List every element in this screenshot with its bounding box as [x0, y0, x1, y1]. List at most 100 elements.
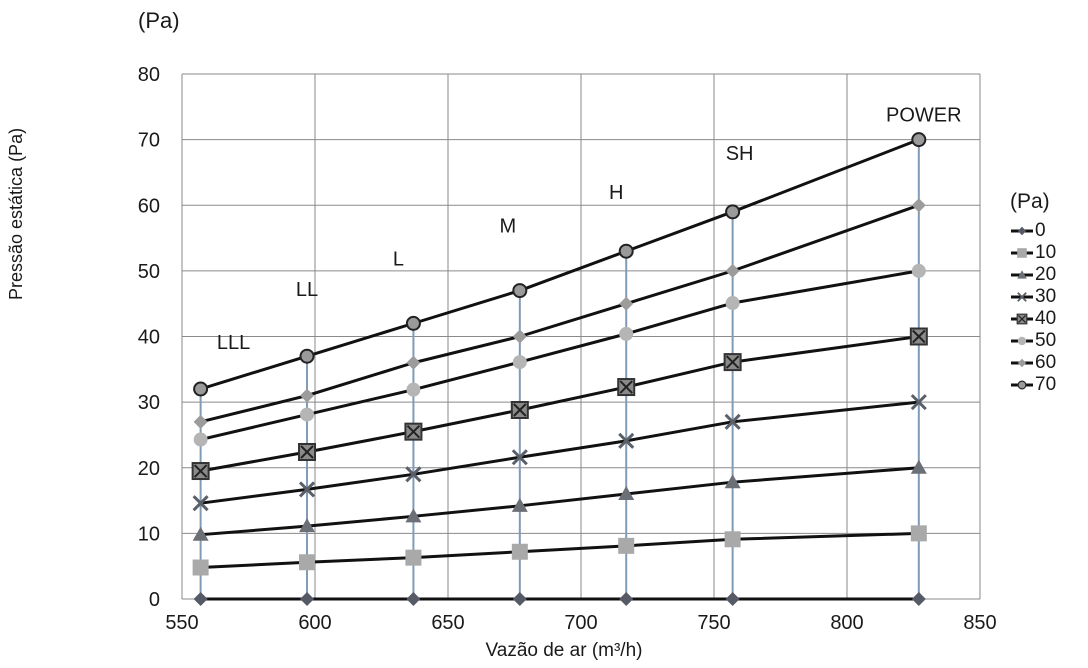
point-10	[618, 537, 635, 554]
x-tick-label: 600	[298, 612, 331, 634]
legend-marker	[1017, 270, 1027, 279]
x-tick-label: 700	[564, 612, 597, 634]
point-0	[725, 592, 740, 606]
point-40	[404, 422, 423, 441]
point-30	[910, 394, 927, 411]
legend-item: 60	[1010, 352, 1056, 374]
speed-label: SH	[726, 143, 754, 165]
x-tick-label: 800	[830, 612, 863, 634]
point-20	[910, 459, 927, 474]
legend-label: 30	[1035, 286, 1057, 307]
speed-label: LL	[296, 279, 318, 301]
point-50	[193, 432, 208, 447]
y-tick-label: 60	[138, 195, 160, 217]
point-50	[725, 296, 740, 311]
x-tick-label: 850	[963, 612, 996, 634]
legend-label: 10	[1035, 242, 1057, 263]
legend-item: 20	[1010, 264, 1056, 286]
point-70	[405, 315, 421, 331]
point-60	[193, 414, 208, 429]
x-tick-label: 750	[697, 612, 730, 634]
y-tick-label: 30	[138, 392, 160, 414]
point-40	[510, 401, 529, 419]
point-10	[724, 531, 741, 548]
point-60	[725, 263, 740, 278]
point-20	[299, 518, 316, 533]
point-40	[191, 462, 210, 481]
y-tick-label: 80	[138, 64, 160, 86]
legend-marker	[1017, 380, 1027, 390]
speed-label: LLL	[217, 332, 250, 354]
y-axis-label: Pressão estática (Pa)	[6, 127, 26, 300]
legend-item: 30	[1010, 286, 1056, 308]
point-70	[299, 348, 315, 364]
legend-swatch	[1011, 358, 1033, 368]
legend-swatch	[1011, 380, 1033, 390]
point-0	[406, 592, 421, 606]
x-axis-label: Vazão de ar (m³/h)	[485, 640, 643, 661]
legend-swatch	[1011, 292, 1033, 302]
legend-label: 50	[1035, 330, 1057, 351]
y-tick-label: 50	[138, 261, 160, 283]
x-tick-label: 550	[165, 612, 198, 634]
speed-label: H	[609, 182, 623, 204]
x-tick-label: 650	[431, 612, 464, 634]
point-20	[511, 497, 528, 512]
point-10	[299, 554, 316, 571]
point-60	[300, 388, 315, 403]
legend-swatch	[1011, 313, 1033, 325]
point-60	[512, 329, 527, 344]
series-line-60	[200, 203, 920, 424]
legend-marker	[1017, 358, 1027, 368]
legend-swatch	[1011, 248, 1033, 258]
point-30	[618, 432, 635, 449]
legend-item: 70	[1010, 374, 1056, 396]
point-70	[193, 381, 209, 397]
speed-label: M	[499, 216, 516, 238]
y-tick-label: 10	[138, 523, 160, 545]
point-60	[911, 198, 926, 213]
point-60	[619, 296, 634, 311]
point-50	[619, 326, 634, 341]
point-50	[406, 382, 421, 397]
legend-label: 60	[1035, 352, 1057, 373]
legend-swatch	[1011, 336, 1033, 346]
legend-item: 40	[1010, 308, 1056, 330]
legend-swatch	[1011, 270, 1033, 279]
legend-item: 10	[1010, 242, 1056, 264]
point-40	[723, 353, 742, 372]
point-60	[406, 355, 421, 370]
point-0	[193, 592, 208, 606]
legend-swatch	[1011, 226, 1033, 236]
point-10	[511, 543, 528, 560]
legend: (Pa) 0 10 20 30 40 50 60 70	[1010, 190, 1056, 396]
legend-item: 0	[1010, 220, 1056, 242]
legend-label: 70	[1035, 374, 1057, 395]
point-70	[618, 243, 634, 259]
legend-item: 50	[1010, 330, 1056, 352]
legend-marker	[1017, 336, 1027, 346]
point-40	[909, 327, 928, 346]
legend-label: 40	[1035, 308, 1057, 329]
speed-label: L	[393, 248, 404, 270]
legend-marker	[1017, 292, 1027, 302]
point-30	[724, 413, 741, 430]
point-40	[617, 378, 636, 397]
legend-label: 0	[1035, 220, 1046, 241]
point-20	[192, 526, 209, 541]
y-tick-label: 20	[138, 458, 160, 480]
point-30	[298, 481, 316, 498]
point-40	[298, 443, 317, 461]
grid	[181, 73, 981, 600]
point-0	[512, 592, 527, 606]
point-50	[300, 407, 315, 422]
point-10	[192, 559, 209, 576]
point-20	[405, 508, 422, 523]
point-20	[618, 486, 635, 500]
legend-label: 20	[1035, 264, 1057, 285]
y-tick-label: 40	[138, 327, 160, 349]
y-tick-label: 70	[138, 130, 160, 152]
point-30	[511, 449, 528, 466]
point-0	[911, 592, 926, 606]
